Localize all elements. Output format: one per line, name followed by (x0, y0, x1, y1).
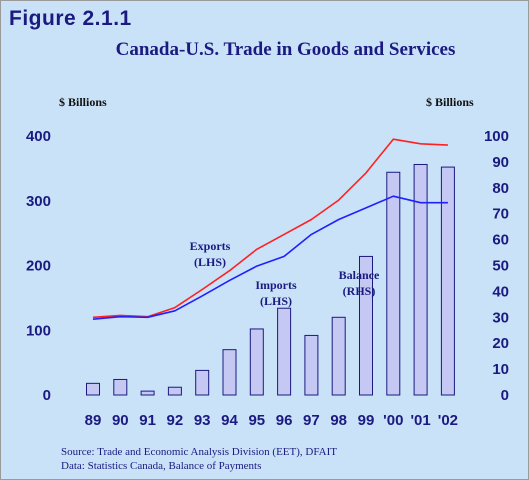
balance-bar (86, 382, 100, 396)
balance-bar (440, 166, 455, 396)
left-tick-label: 200 (26, 258, 51, 275)
right-tick-label: 70 (492, 206, 509, 223)
balance-annotation-axis: (RHS) (343, 284, 376, 298)
x-tick-label: 96 (276, 412, 293, 429)
x-tick-label: '01 (410, 412, 430, 429)
balance-bar (249, 328, 264, 396)
data-note: Data: Statistics Canada, Balance of Paym… (61, 460, 262, 472)
right-tick-label: 100 (484, 128, 509, 145)
chart-title: Canada-U.S. Trade in Goods and Services (115, 39, 456, 60)
imports-line (92, 195, 448, 320)
balance-bar (140, 390, 155, 396)
balance-bar (277, 307, 292, 396)
x-tick-label: 93 (194, 412, 211, 429)
x-tick-label: 89 (85, 412, 102, 429)
balance-bar (222, 349, 237, 396)
x-tick-label: 90 (112, 412, 129, 429)
x-tick-label: 94 (221, 412, 238, 429)
balance-bar (413, 163, 428, 396)
left-axis-unit: $ Billions (59, 95, 107, 109)
x-tick-label: 92 (167, 412, 184, 429)
source-note: Source: Trade and Economic Analysis Divi… (61, 446, 337, 458)
left-tick-label: 0 (43, 387, 51, 404)
balance-bar (304, 334, 319, 396)
right-tick-label: 20 (492, 335, 509, 352)
x-tick-label: 97 (303, 412, 320, 429)
right-tick-label: 90 (492, 154, 509, 171)
right-axis-unit: $ Billions (426, 95, 474, 109)
imports-annotation-axis: (LHS) (260, 294, 292, 308)
x-tick-label: '02 (438, 412, 458, 429)
left-tick-label: 400 (26, 128, 51, 145)
balance-bar (331, 316, 346, 396)
balance-bar (195, 369, 210, 396)
right-tick-label: 0 (501, 387, 509, 404)
right-tick-label: 40 (492, 283, 509, 300)
balance-bar (113, 378, 128, 396)
x-tick-label: '00 (383, 412, 403, 429)
balance-bar (359, 255, 373, 396)
x-tick-label: 98 (330, 412, 347, 429)
exports-line (92, 138, 448, 319)
figure-label: Figure 2.1.1 (9, 7, 132, 30)
balance-bar (386, 171, 401, 396)
right-tick-label: 30 (492, 309, 509, 326)
right-tick-label: 50 (492, 258, 509, 275)
exports-annotation: Exports (190, 239, 231, 253)
right-tick-label: 10 (492, 361, 509, 378)
x-tick-label: 91 (139, 412, 156, 429)
left-tick-label: 300 (26, 193, 51, 210)
right-tick-label: 60 (492, 232, 509, 249)
balance-annotation: Balance (339, 268, 380, 282)
x-tick-label: 99 (358, 412, 375, 429)
exports-annotation-axis: (LHS) (194, 255, 226, 269)
x-tick-label: 95 (248, 412, 265, 429)
imports-annotation: Imports (255, 278, 297, 292)
balance-bar (167, 386, 182, 396)
right-tick-label: 80 (492, 180, 509, 197)
left-tick-label: 100 (26, 322, 51, 339)
